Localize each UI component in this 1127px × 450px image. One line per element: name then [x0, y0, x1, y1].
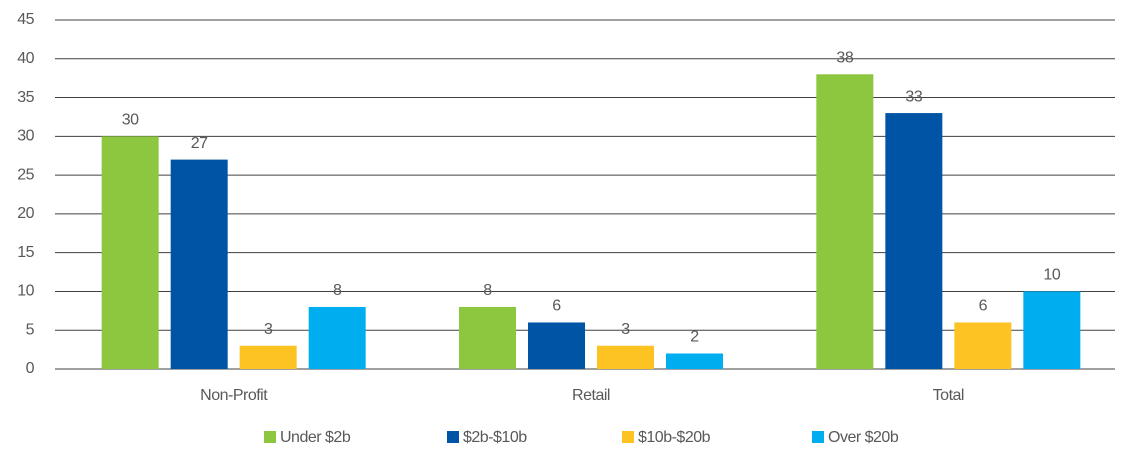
- y-tick-label: 10: [17, 283, 34, 300]
- legend-swatch: [447, 431, 459, 443]
- bar: [308, 306, 366, 369]
- data-label: 3: [264, 321, 273, 338]
- data-label: 38: [836, 50, 853, 67]
- bar: [170, 159, 228, 369]
- x-tick-label: Non-Profit: [200, 387, 268, 404]
- y-tick-label: 15: [17, 244, 34, 261]
- legend-label: $2b-$10b: [463, 429, 527, 446]
- bar: [1023, 291, 1081, 369]
- legend-label: Under $2b: [280, 429, 351, 446]
- y-tick-label: 25: [17, 166, 34, 183]
- data-label: 2: [690, 329, 699, 346]
- y-tick-label: 40: [17, 50, 34, 67]
- y-tick-label: 5: [26, 321, 35, 338]
- data-label: 27: [191, 135, 208, 152]
- y-tick-label: 30: [17, 128, 34, 145]
- x-tick-label: Total: [933, 387, 964, 404]
- bar: [816, 74, 874, 370]
- data-label: 6: [979, 298, 988, 315]
- y-tick-label: 0: [26, 360, 35, 377]
- data-label: 33: [905, 88, 922, 105]
- legend-swatch: [622, 431, 634, 443]
- legend-swatch: [812, 431, 824, 443]
- data-label: 10: [1043, 267, 1060, 284]
- bar: [528, 322, 585, 369]
- bar: [885, 113, 943, 369]
- bar: [954, 322, 1012, 369]
- y-tick-label: 20: [17, 205, 34, 222]
- bar: [666, 353, 723, 369]
- data-label: 8: [483, 282, 492, 299]
- data-label: 3: [621, 321, 630, 338]
- data-label: 8: [333, 282, 342, 299]
- x-tick-label: Retail: [572, 387, 610, 404]
- bar: [101, 136, 159, 369]
- data-label: 30: [122, 112, 139, 129]
- legend-label: Over $20b: [828, 429, 899, 446]
- y-tick-label: 35: [17, 89, 34, 106]
- legend-label: $10b-$20b: [638, 429, 711, 446]
- bar: [239, 345, 297, 369]
- legend-swatch: [264, 431, 276, 443]
- data-label: 6: [552, 298, 561, 315]
- bar: [597, 345, 654, 369]
- bar: [459, 306, 516, 369]
- y-tick-label: 45: [17, 11, 34, 28]
